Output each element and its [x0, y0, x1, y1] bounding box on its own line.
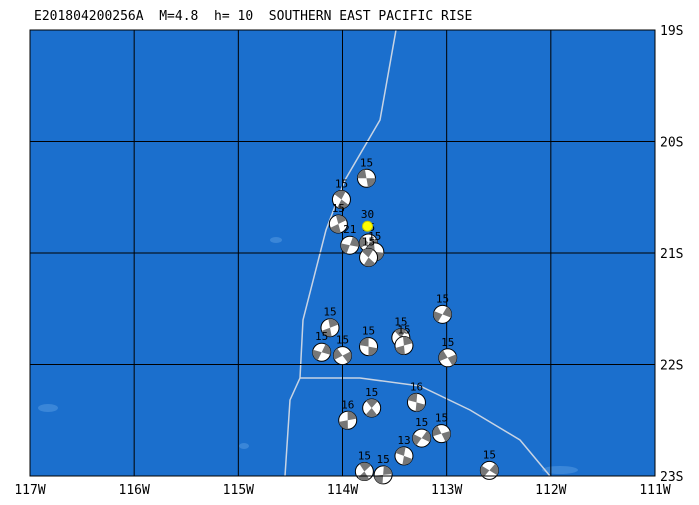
depth-label: 15	[436, 292, 449, 305]
focal-mechanism	[333, 346, 352, 366]
map-title: E201804200256A M=4.8 h= 10 SOUTHERN EAST…	[34, 9, 472, 24]
depth-label: 16	[410, 380, 423, 393]
beachball-quadrant	[412, 430, 431, 446]
depth-label: 16	[341, 398, 354, 411]
x-tick-label: 114W	[327, 483, 358, 498]
depth-label: 21	[343, 223, 356, 236]
frame	[29, 29, 656, 477]
epicenter	[362, 220, 373, 232]
beachball-quadrant	[333, 348, 352, 363]
depth-label: 13	[397, 434, 410, 447]
beachball-quadrant	[321, 318, 339, 337]
beachball-quadrant	[365, 398, 378, 418]
y-tick-label: 23S	[660, 470, 683, 485]
beachball-quadrant	[480, 463, 499, 478]
depth-label: 15	[362, 235, 375, 248]
x-tick-label: 115W	[223, 483, 254, 498]
depth-label: 15	[435, 412, 448, 425]
x-tick-label: 116W	[119, 483, 150, 498]
x-tick-label: 117W	[14, 483, 45, 498]
focal-mechanism	[362, 398, 382, 418]
x-tick-label: 113W	[431, 483, 462, 498]
focal-mechanism	[354, 462, 374, 482]
focal-mechanism	[359, 247, 379, 267]
depth-label: 15	[415, 416, 428, 429]
focal-mechanism	[373, 465, 393, 485]
depth-label: 15	[335, 177, 348, 190]
beachball-quadrant	[312, 344, 331, 361]
beachball-quadrant	[340, 236, 359, 254]
focal-mechanism	[433, 304, 452, 324]
focal-mechanism	[431, 424, 451, 444]
depth-label: 15	[368, 230, 381, 243]
beachball-quadrant	[361, 248, 376, 267]
x-tick-label: 111W	[639, 483, 670, 498]
focal-mechanism	[438, 348, 458, 368]
beachball-quadrant	[330, 215, 347, 234]
focal-mechanism	[312, 342, 332, 362]
beachball-quadrant	[359, 337, 378, 356]
depth-label: 15	[397, 324, 410, 337]
y-tick-label: 19S	[660, 24, 683, 39]
focal-mechanism	[356, 168, 376, 188]
depth-label: 15	[377, 453, 390, 466]
focal-mechanism	[394, 336, 414, 356]
depth-label: 15	[441, 336, 454, 349]
depth-label: 15	[483, 448, 496, 461]
beachball-quadrant	[438, 350, 457, 366]
y-tick-label: 20S	[660, 136, 683, 151]
beachball-quadrant	[407, 393, 426, 412]
beachball-quadrant	[357, 169, 376, 188]
depth-label: 15	[323, 306, 336, 319]
beachball-quadrant	[338, 411, 357, 430]
focal-mechanism	[394, 446, 414, 466]
depth-label: 15	[360, 156, 373, 169]
focal-mechanism	[331, 189, 351, 209]
focal-mechanism	[328, 214, 348, 234]
focal-mechanism	[479, 460, 499, 480]
epicenter-depth: 30	[361, 208, 374, 221]
beachball-quadrant	[334, 190, 349, 209]
depth-label: 15	[362, 325, 375, 338]
focal-mechanism	[320, 318, 340, 338]
y-tick-label: 21S	[660, 247, 683, 262]
focal-mechanism	[412, 428, 432, 448]
depth-label: 15	[336, 334, 349, 347]
plate-boundary	[284, 29, 397, 477]
focal-mechanism	[338, 410, 358, 430]
focal-mechanism	[340, 235, 360, 255]
depth-label: 15	[394, 316, 407, 329]
beachball-quadrant	[432, 425, 451, 442]
depth-label: 15	[332, 202, 345, 215]
depth-label: 15	[358, 450, 371, 463]
plate-boundary	[300, 377, 551, 477]
y-tick-label: 22S	[660, 359, 683, 374]
depth-label: 15	[315, 330, 328, 343]
focal-mechanism	[406, 392, 426, 412]
focal-mechanism	[359, 337, 379, 357]
depth-label: 15	[365, 386, 378, 399]
beachball-quadrant	[395, 446, 413, 465]
beachball-quadrant	[395, 336, 413, 355]
x-tick-label: 112W	[535, 483, 566, 498]
beachball-quadrant	[433, 306, 452, 322]
beachball-quadrant	[374, 465, 393, 484]
